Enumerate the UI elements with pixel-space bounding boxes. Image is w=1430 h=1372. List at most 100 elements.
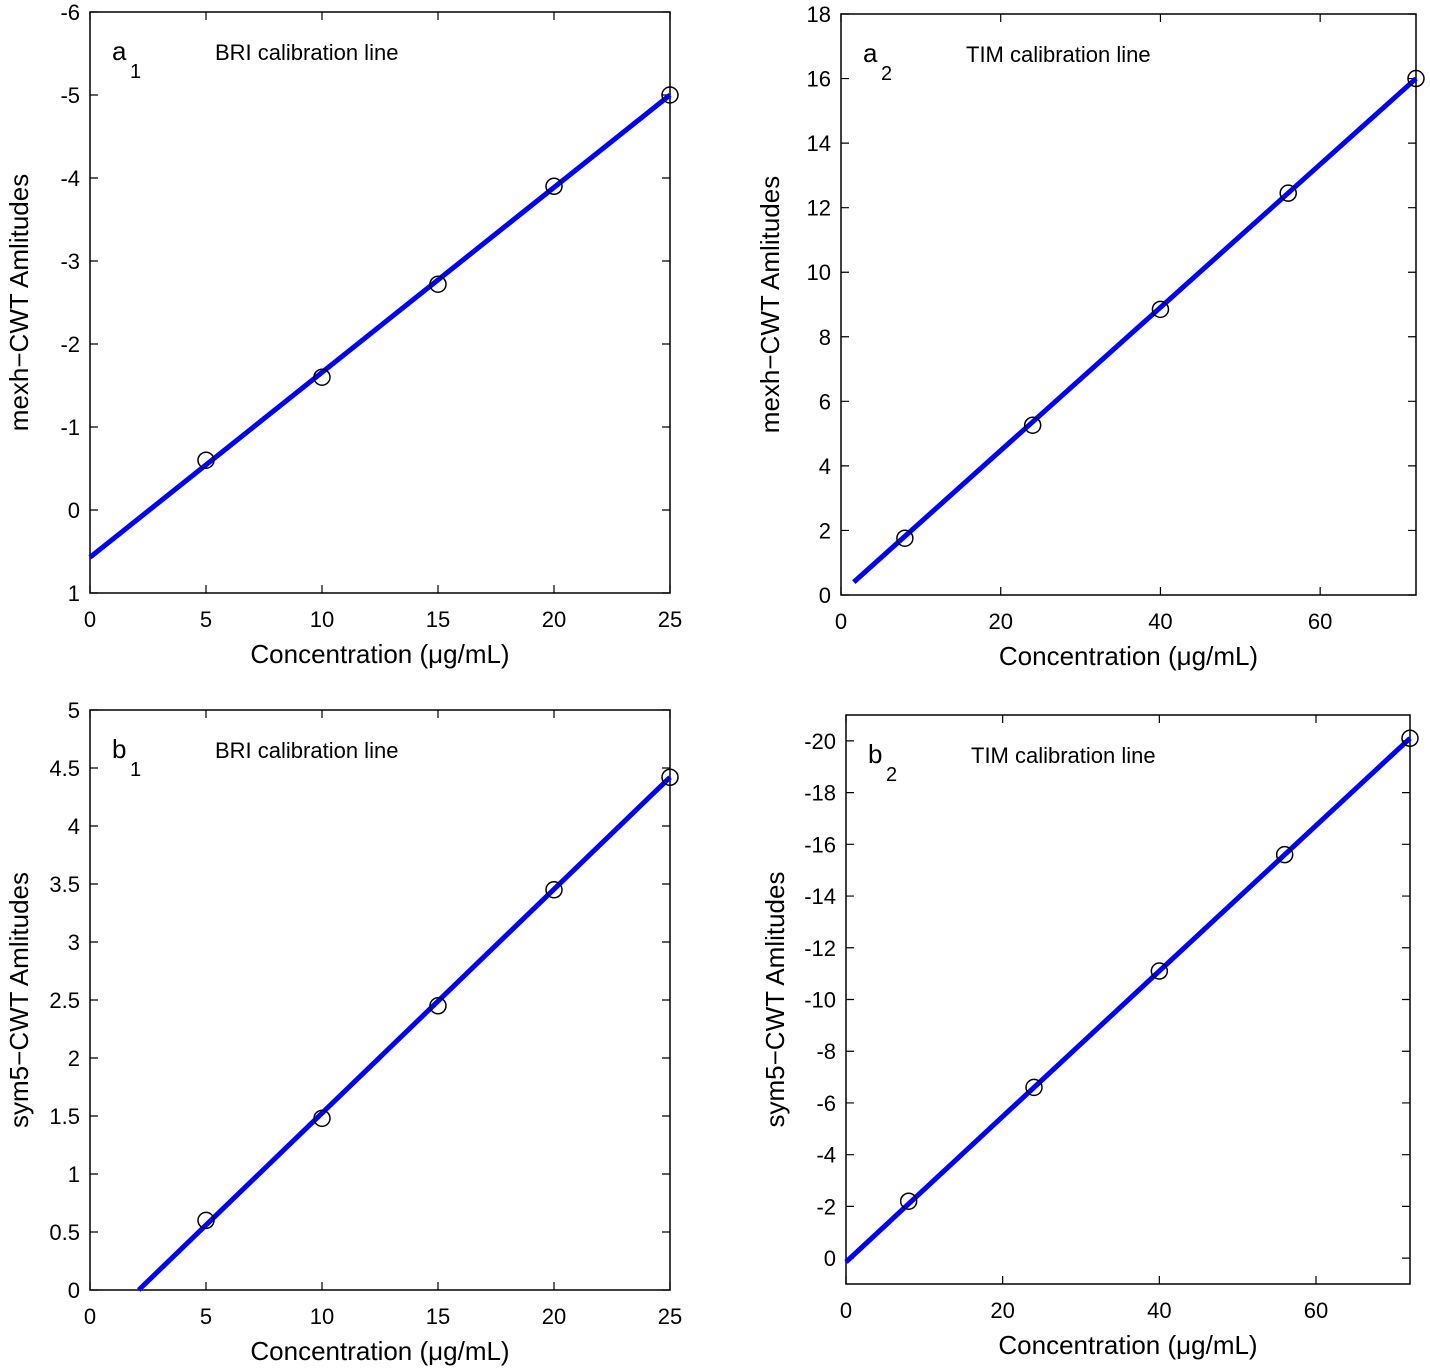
y-tick-label: 3 — [68, 930, 80, 955]
panel-label: a — [112, 36, 127, 66]
y-tick-label: -1 — [60, 415, 80, 440]
data-point — [1275, 845, 1294, 864]
y-tick-label: 4 — [819, 454, 831, 479]
panel-title: TIM calibration line — [966, 42, 1151, 67]
data-point — [1279, 184, 1297, 202]
data-point — [197, 1211, 215, 1230]
data-point — [661, 768, 679, 787]
y-tick-label: -2 — [816, 1194, 836, 1219]
y-tick-label: 18 — [807, 2, 831, 27]
x-tick-label: 20 — [542, 607, 566, 632]
data-point — [197, 451, 215, 469]
y-tick-label: 16 — [807, 67, 831, 92]
fit-line — [852, 76, 1418, 584]
data-point — [1150, 962, 1169, 980]
x-tick-label: 5 — [200, 607, 212, 632]
y-tick-label: -10 — [804, 988, 836, 1013]
y-tick-label: -6 — [60, 0, 80, 25]
fit-line — [88, 93, 672, 560]
y-axis-label: sym5−CWT Amlitudes — [4, 872, 34, 1128]
y-tick-label: -5 — [60, 83, 80, 108]
data-point — [896, 529, 914, 547]
x-tick-label: 20 — [542, 1304, 566, 1329]
panel-subscript: 1 — [130, 61, 141, 83]
x-tick-label: 15 — [426, 607, 450, 632]
data-point — [429, 275, 447, 293]
y-tick-label: -6 — [816, 1091, 836, 1116]
y-tick-label: 1.5 — [49, 1104, 80, 1129]
x-tick-label: 60 — [1304, 1298, 1328, 1323]
plot-area — [89, 11, 671, 594]
y-axis-label: sym5−CWT Amlitudes — [760, 872, 790, 1128]
y-tick-label: 0 — [819, 583, 831, 608]
panel-subscript: 2 — [886, 764, 897, 786]
y-tick-label: -4 — [816, 1143, 836, 1168]
data-point — [661, 86, 679, 104]
panel-label: b — [112, 734, 126, 764]
x-tick-label: 0 — [835, 609, 847, 634]
y-tick-label: 12 — [807, 196, 831, 221]
fit-line — [844, 736, 1412, 1264]
x-tick-label: 20 — [988, 609, 1012, 634]
data-point — [313, 1109, 331, 1128]
y-tick-label: 2 — [68, 1046, 80, 1071]
y-tick-label: 0.5 — [49, 1220, 80, 1245]
y-tick-label: -16 — [804, 832, 836, 857]
y-tick-label: -14 — [804, 884, 836, 909]
x-axis-label: Concentration (μg/mL) — [250, 639, 509, 669]
x-tick-label: 40 — [1148, 609, 1172, 634]
y-axis-label: mexh−CWT Amlitudes — [4, 174, 34, 431]
y-tick-label: 0 — [68, 1278, 80, 1303]
y-axis-label: mexh−CWT Amlitudes — [755, 176, 785, 433]
panel-label: b — [868, 739, 882, 769]
y-tick-label: -8 — [816, 1039, 836, 1064]
x-tick-label: 15 — [426, 1304, 450, 1329]
y-tick-label: -18 — [804, 781, 836, 806]
x-tick-label: 20 — [990, 1298, 1014, 1323]
data-point — [545, 177, 563, 196]
y-tick-label: 5 — [68, 698, 80, 723]
fit-line — [136, 775, 672, 1292]
panel-subscript: 2 — [881, 63, 892, 85]
x-axis-label: Concentration (μg/mL) — [998, 1330, 1257, 1360]
data-point — [1407, 69, 1425, 88]
y-tick-label: 6 — [819, 389, 831, 414]
y-tick-label: -20 — [804, 729, 836, 754]
panel-title: TIM calibration line — [971, 743, 1156, 768]
y-tick-label: 0 — [68, 498, 80, 523]
panel-subscript: 1 — [130, 759, 141, 781]
panel-title: BRI calibration line — [215, 738, 398, 763]
y-tick-label: 1 — [68, 1162, 80, 1187]
x-tick-label: 0 — [840, 1298, 852, 1323]
x-tick-label: 25 — [658, 1304, 682, 1329]
x-tick-label: 10 — [310, 607, 334, 632]
x-tick-label: 25 — [658, 607, 682, 632]
panel-label: a — [863, 38, 878, 68]
y-tick-label: -4 — [60, 166, 80, 191]
x-tick-label: 60 — [1308, 609, 1332, 634]
data-point — [1151, 300, 1170, 319]
y-tick-label: -12 — [804, 936, 836, 961]
data-point — [313, 368, 331, 386]
y-tick-label: 2.5 — [49, 988, 80, 1013]
y-tick-label: 14 — [807, 131, 831, 156]
y-tick-label: 0 — [824, 1246, 836, 1271]
subplot: 0 20 40 60-20-18-16-14-12-10-8-6-4-20b2TIM … — [760, 714, 1419, 1360]
y-tick-label: 4 — [68, 814, 80, 839]
data-point — [545, 881, 563, 899]
y-tick-label: 3.5 — [49, 872, 80, 897]
y-tick-label: 1 — [68, 581, 80, 606]
x-tick-label: 40 — [1147, 1298, 1171, 1323]
plot-area — [89, 709, 671, 1291]
data-point — [1025, 1078, 1043, 1097]
data-point — [1401, 729, 1419, 748]
data-point — [1023, 416, 1042, 434]
y-tick-label: -3 — [60, 249, 80, 274]
y-tick-label: 4.5 — [49, 756, 80, 781]
x-axis-label: Concentration (μg/mL) — [250, 1336, 509, 1366]
